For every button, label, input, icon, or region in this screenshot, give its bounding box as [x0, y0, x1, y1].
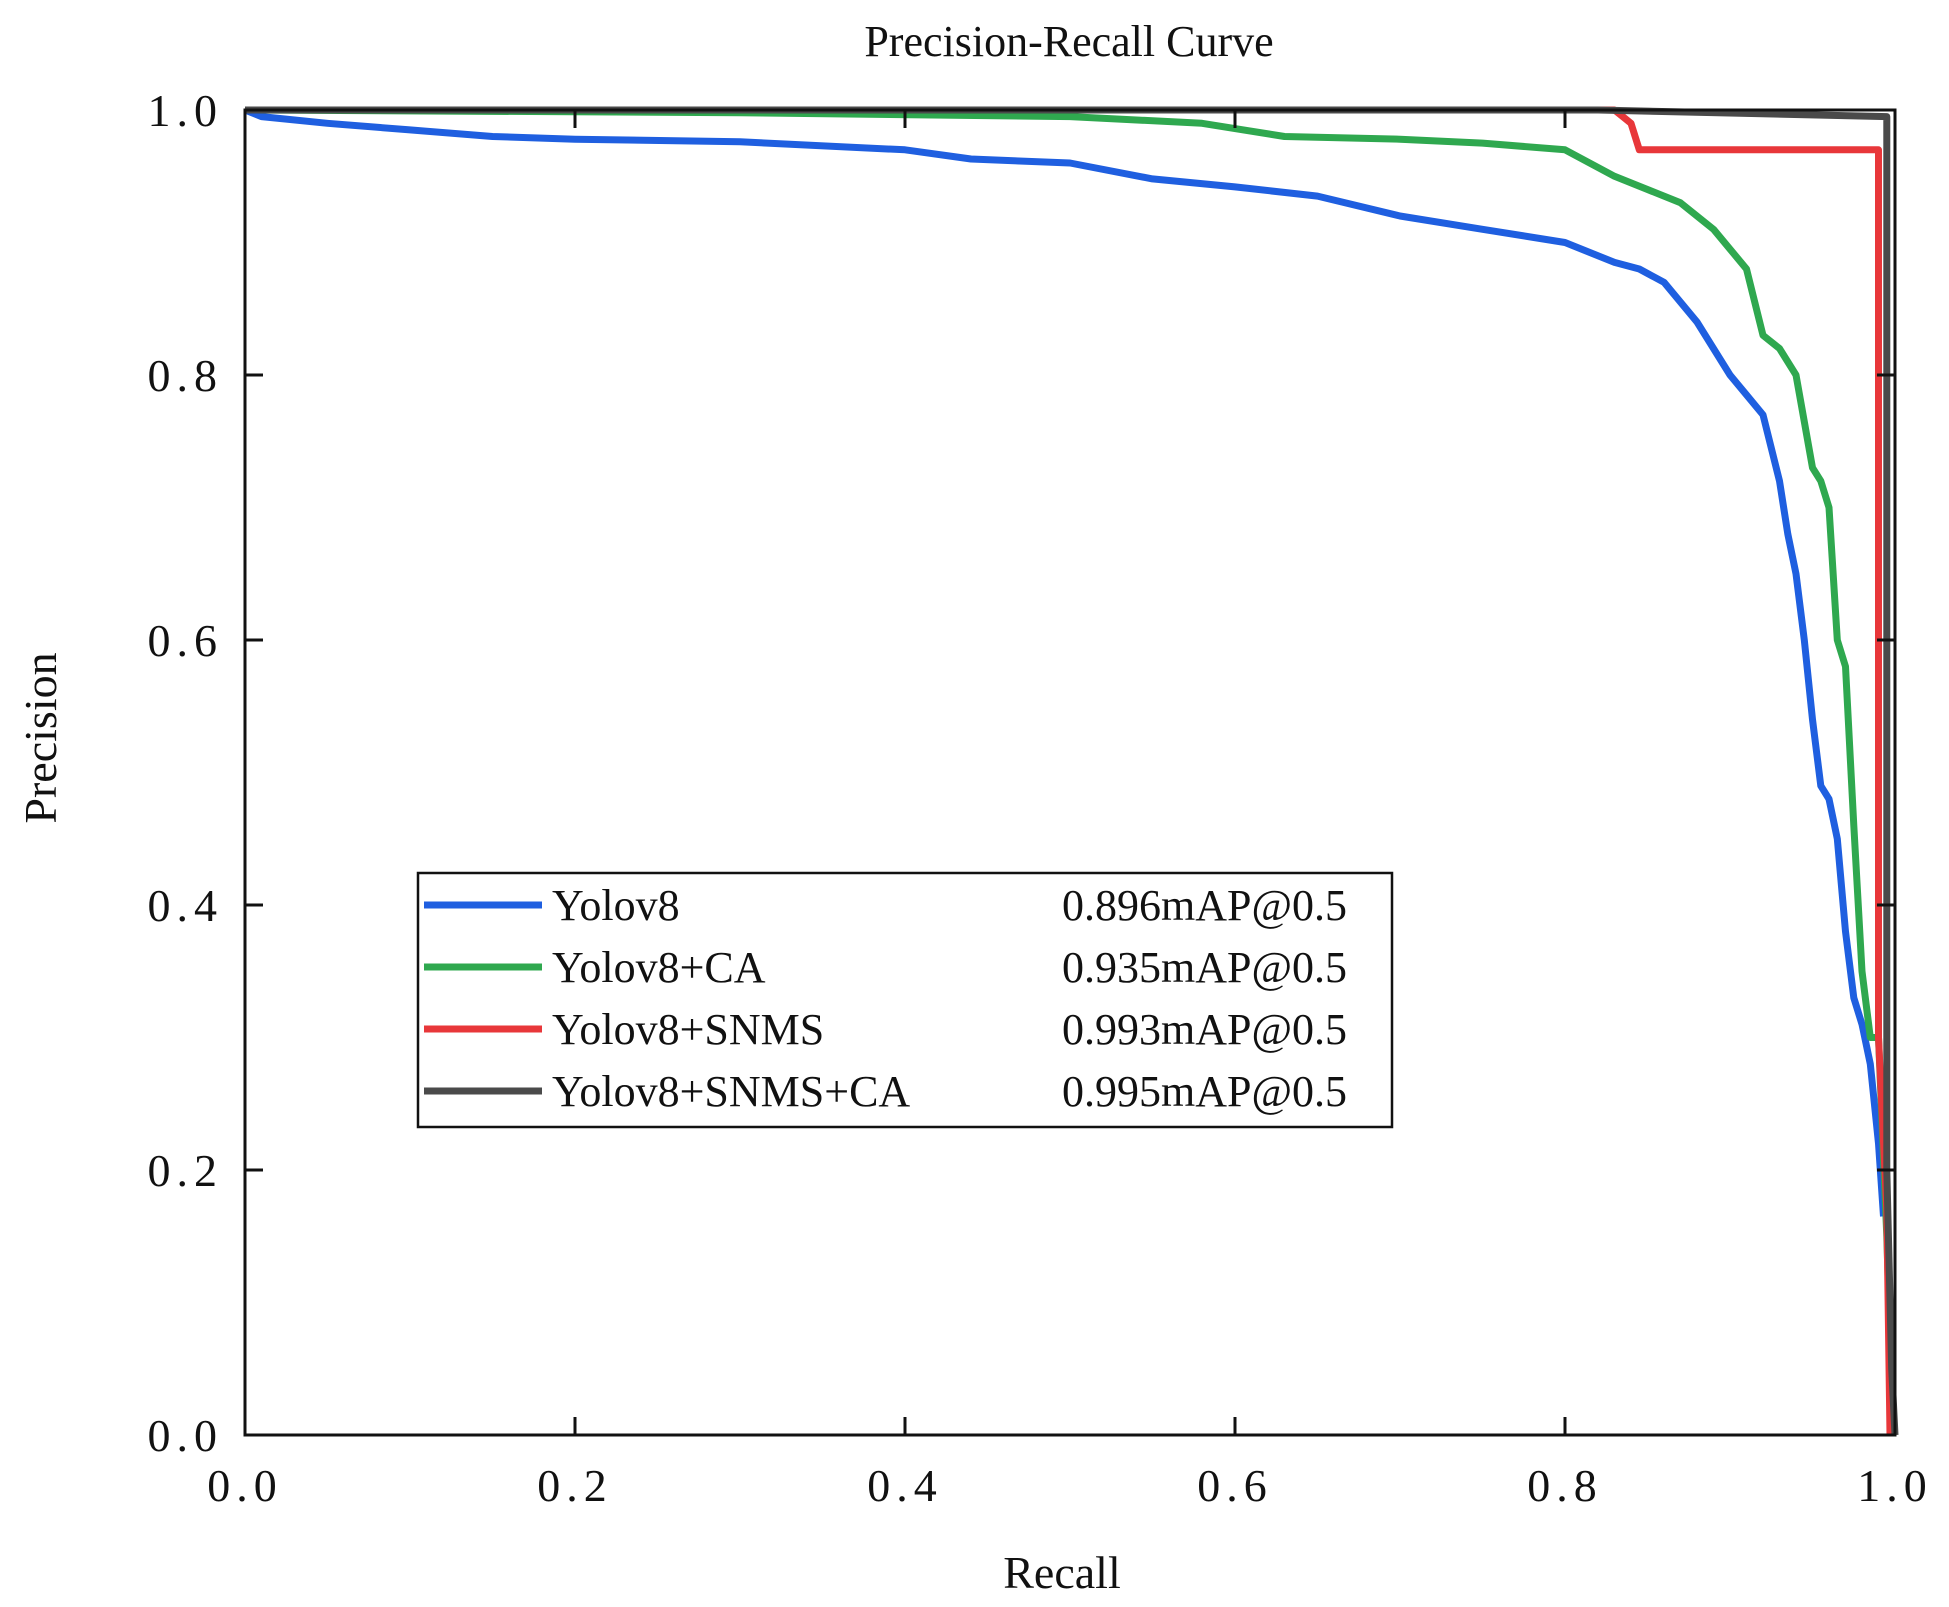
series-line-3: [245, 106, 1899, 1436]
legend-item: Yolov8+CA 0.935mAP@0.5: [424, 943, 1347, 992]
legend-item: Yolov8 0.896mAP@0.5: [424, 881, 1347, 930]
y-axis: 0.0 0.2 0.4 0.6 0.8 1.0: [148, 85, 1895, 1461]
y-tick-label: 0.2: [148, 1145, 224, 1196]
x-tick-label: 1.0: [1857, 1460, 1933, 1511]
legend-series-score: 0.896mAP@0.5: [1062, 881, 1347, 930]
legend-item: Yolov8+SNMS+CA 0.995mAP@0.5: [424, 1067, 1347, 1116]
legend-series-score: 0.935mAP@0.5: [1062, 943, 1347, 992]
y-tick-label: 0.4: [148, 880, 224, 931]
legend-box: [416, 871, 1394, 1129]
legend-item: Yolov8+SNMS 0.993mAP@0.5: [424, 1005, 1347, 1054]
y-tick-label: 0.0: [148, 1410, 224, 1461]
x-axis-label: Recall: [1003, 1547, 1121, 1598]
y-tick-label: 1.0: [148, 85, 224, 136]
y-axis-label: Precision: [15, 652, 66, 823]
plot-frame: [243, 108, 1897, 1437]
series-line-1: [244, 106, 1897, 1436]
x-tick-label: 0.4: [867, 1460, 943, 1511]
legend-series-name: Yolov8+CA: [552, 943, 766, 992]
x-axis: 0.0 0.2 0.4 0.6 0.8 1.0: [207, 110, 1933, 1511]
x-tick-label: 0.2: [537, 1460, 613, 1511]
series-line-2: [1037, 106, 1894, 1436]
legend-series-name: Yolov8+SNMS: [552, 1005, 824, 1054]
plot-area: [243, 106, 1899, 1436]
series-line-0: [243, 106, 1887, 1217]
legend-series-score: 0.995mAP@0.5: [1062, 1067, 1347, 1116]
x-tick-label: 0.6: [1197, 1460, 1273, 1511]
y-tick-label: 0.8: [148, 350, 224, 401]
x-tick-label: 0.0: [207, 1460, 283, 1511]
legend-series-score: 0.993mAP@0.5: [1062, 1005, 1347, 1054]
x-tick-label: 0.8: [1527, 1460, 1603, 1511]
legend-series-name: Yolov8+SNMS+CA: [552, 1067, 910, 1116]
chart-title: Precision-Recall Curve: [864, 17, 1273, 66]
legend-series-name: Yolov8: [552, 881, 680, 930]
y-tick-label: 0.6: [148, 615, 224, 666]
